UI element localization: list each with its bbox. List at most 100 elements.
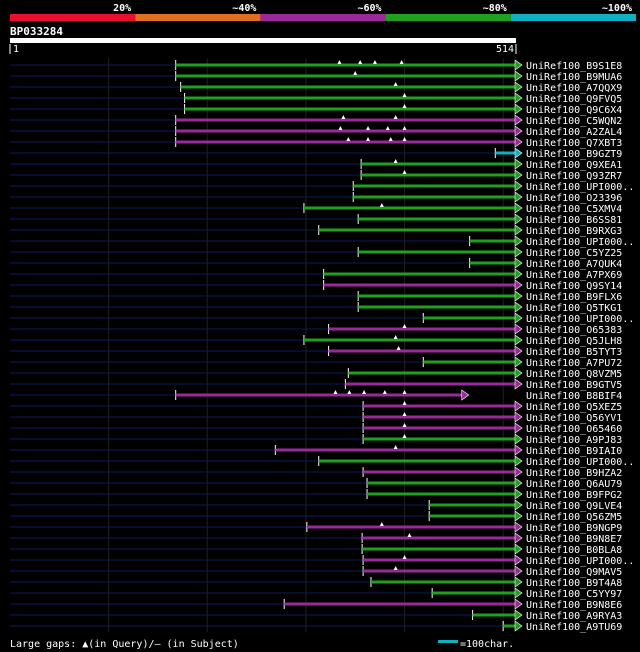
- hit-label[interactable]: UniRef100_Q9MAV5: [526, 567, 622, 578]
- hit-row[interactable]: UniRef100_B6SS81: [10, 213, 622, 226]
- hit-row[interactable]: UniRef100_B9NGP9: [10, 521, 622, 534]
- hit-label[interactable]: UniRef100_A2ZAL4: [526, 127, 622, 138]
- hit-row[interactable]: UniRef100_B9FLX6: [10, 290, 622, 303]
- hit-label[interactable]: UniRef100_C5XMV4: [526, 204, 622, 215]
- hit-label[interactable]: UniRef100_O65460: [526, 424, 622, 435]
- hit-label[interactable]: UniRef100_A9TU69: [526, 622, 622, 633]
- hit-row[interactable]: UniRef100_Q8VZM5: [10, 367, 622, 380]
- hit-label[interactable]: UniRef100_Q5JLH8: [526, 336, 622, 347]
- hit-label[interactable]: UniRef100_O23396: [526, 193, 622, 204]
- hit-row[interactable]: UniRef100_B9N8E7: [10, 532, 622, 545]
- hit-row[interactable]: UniRef100_A7PX69: [10, 268, 622, 281]
- hit-label[interactable]: UniRef100_UPI000..: [526, 556, 634, 567]
- hit-row[interactable]: UniRef100_B9MUA6: [10, 70, 622, 83]
- hit-row[interactable]: UniRef100_A9TU69: [10, 620, 622, 633]
- hit-label[interactable]: UniRef100_Q5XEZ5: [526, 402, 622, 413]
- hit-label[interactable]: UniRef100_B9GTV5: [526, 380, 622, 391]
- hit-label[interactable]: UniRef100_C5YY97: [526, 589, 622, 600]
- hit-label[interactable]: UniRef100_B9N8E6: [526, 600, 622, 611]
- hit-row[interactable]: UniRef100_A7QUK4: [10, 257, 622, 270]
- hit-row[interactable]: UniRef100_B5TYT3: [10, 345, 622, 358]
- hit-label[interactable]: UniRef100_B9N8E7: [526, 534, 622, 545]
- hit-label[interactable]: UniRef100_A9PJ83: [526, 435, 622, 446]
- hit-row[interactable]: UniRef100_A9RYA3: [10, 609, 622, 622]
- hit-row[interactable]: UniRef100_A9PJ83: [10, 433, 622, 446]
- hit-row[interactable]: UniRef100_Q56ZM5: [10, 510, 622, 523]
- hit-label[interactable]: UniRef100_B5TYT3: [526, 347, 622, 358]
- hit-row[interactable]: UniRef100_Q93ZR7: [10, 169, 622, 182]
- hit-label[interactable]: UniRef100_Q5TKG1: [526, 303, 622, 314]
- hit-label[interactable]: UniRef100_B9IAI0: [526, 446, 622, 457]
- hit-label[interactable]: UniRef100_B8BIF4: [526, 391, 622, 402]
- hit-row[interactable]: UniRef100_Q9FVQ5: [10, 92, 622, 105]
- hit-label[interactable]: UniRef100_C5YZ25: [526, 248, 622, 259]
- hit-row[interactable]: UniRef100_C5YZ25: [10, 246, 622, 259]
- hit-row[interactable]: UniRef100_B9GTV5: [10, 378, 622, 391]
- hit-label[interactable]: UniRef100_O65383: [526, 325, 622, 336]
- hit-row[interactable]: UniRef100_Q9C6X4: [10, 103, 622, 116]
- hit-label[interactable]: UniRef100_UPI000..: [526, 237, 634, 248]
- hit-row[interactable]: UniRef100_Q9LVE4: [10, 499, 622, 512]
- hit-label[interactable]: UniRef100_B9S1E8: [526, 61, 622, 72]
- hit-label[interactable]: UniRef100_B9RXG3: [526, 226, 622, 237]
- hit-label[interactable]: UniRef100_B9NGP9: [526, 523, 622, 534]
- hit-row[interactable]: UniRef100_B9GZT9: [10, 147, 622, 160]
- hit-label[interactable]: UniRef100_B9T4A8: [526, 578, 622, 589]
- hit-row[interactable]: UniRef100_O65460: [10, 422, 622, 435]
- hit-label[interactable]: UniRef100_Q9FVQ5: [526, 94, 622, 105]
- hit-label[interactable]: UniRef100_A9RYA3: [526, 611, 622, 622]
- hit-row[interactable]: UniRef100_Q9SY14: [10, 279, 622, 292]
- hit-row[interactable]: UniRef100_UPI000..: [10, 554, 634, 567]
- hit-row[interactable]: UniRef100_C5XMV4: [10, 202, 622, 215]
- hit-row[interactable]: UniRef100_B0BLA8: [10, 543, 622, 556]
- hit-label[interactable]: UniRef100_B9FLX6: [526, 292, 622, 303]
- hit-row[interactable]: UniRef100_UPI000..: [10, 312, 634, 325]
- hit-label[interactable]: UniRef100_Q56YV1: [526, 413, 622, 424]
- hit-row[interactable]: UniRef100_B9S1E8: [10, 59, 622, 72]
- hit-label[interactable]: UniRef100_UPI000..: [526, 314, 634, 325]
- hit-row[interactable]: UniRef100_B9T4A8: [10, 576, 622, 589]
- hit-label[interactable]: UniRef100_Q9C6X4: [526, 105, 622, 116]
- hit-row[interactable]: UniRef100_Q5XEZ5: [10, 400, 622, 413]
- hit-label[interactable]: UniRef100_B0BLA8: [526, 545, 622, 556]
- hit-row[interactable]: UniRef100_UPI000..: [10, 235, 634, 248]
- hit-label[interactable]: UniRef100_A7QUK4: [526, 259, 622, 270]
- hit-row[interactable]: UniRef100_B9RXG3: [10, 224, 622, 237]
- hit-row[interactable]: UniRef100_O65383: [10, 323, 622, 336]
- hit-row[interactable]: UniRef100_B9FPG2: [10, 488, 622, 501]
- hit-row[interactable]: UniRef100_B9N8E6: [10, 598, 622, 611]
- hit-label[interactable]: UniRef100_Q93ZR7: [526, 171, 622, 182]
- hit-row[interactable]: UniRef100_UPI000..: [10, 180, 634, 193]
- hit-row[interactable]: UniRef100_A2ZAL4: [10, 125, 622, 138]
- hit-row[interactable]: UniRef100_Q9XEA1: [10, 158, 622, 171]
- hit-row[interactable]: UniRef100_Q56YV1: [10, 411, 622, 424]
- hit-label[interactable]: UniRef100_B9GZT9: [526, 149, 622, 160]
- hit-label[interactable]: UniRef100_UPI000..: [526, 182, 634, 193]
- hit-row[interactable]: UniRef100_Q6AU79: [10, 477, 622, 490]
- hit-label[interactable]: UniRef100_Q9XEA1: [526, 160, 622, 171]
- hit-row[interactable]: UniRef100_Q7XBT3: [10, 136, 622, 149]
- hit-row[interactable]: UniRef100_Q5JLH8: [10, 334, 622, 347]
- hit-row[interactable]: UniRef100_A7PU72: [10, 356, 622, 369]
- hit-label[interactable]: UniRef100_Q7XBT3: [526, 138, 622, 149]
- hit-label[interactable]: UniRef100_A7QQX9: [526, 83, 622, 94]
- hit-label[interactable]: UniRef100_A7PU72: [526, 358, 622, 369]
- hit-row[interactable]: UniRef100_B8BIF4: [10, 389, 622, 402]
- hit-row[interactable]: UniRef100_B9IAI0: [10, 444, 622, 457]
- hit-row[interactable]: UniRef100_A7QQX9: [10, 81, 622, 94]
- hit-label[interactable]: UniRef100_Q6AU79: [526, 479, 622, 490]
- hit-label[interactable]: UniRef100_B9FPG2: [526, 490, 622, 501]
- hit-label[interactable]: UniRef100_Q9SY14: [526, 281, 622, 292]
- hit-label[interactable]: UniRef100_C5WQN2: [526, 116, 622, 127]
- hit-row[interactable]: UniRef100_O23396: [10, 191, 622, 204]
- hit-row[interactable]: UniRef100_B9HZA2: [10, 466, 622, 479]
- hit-row[interactable]: UniRef100_C5YY97: [10, 587, 622, 600]
- hit-label[interactable]: UniRef100_UPI000..: [526, 457, 634, 468]
- hit-label[interactable]: UniRef100_Q56ZM5: [526, 512, 622, 523]
- hit-label[interactable]: UniRef100_Q8VZM5: [526, 369, 622, 380]
- hit-label[interactable]: UniRef100_B6SS81: [526, 215, 622, 226]
- hit-label[interactable]: UniRef100_B9HZA2: [526, 468, 622, 479]
- hit-row[interactable]: UniRef100_C5WQN2: [10, 114, 622, 127]
- hit-row[interactable]: UniRef100_Q9MAV5: [10, 565, 622, 578]
- hit-label[interactable]: UniRef100_A7PX69: [526, 270, 622, 281]
